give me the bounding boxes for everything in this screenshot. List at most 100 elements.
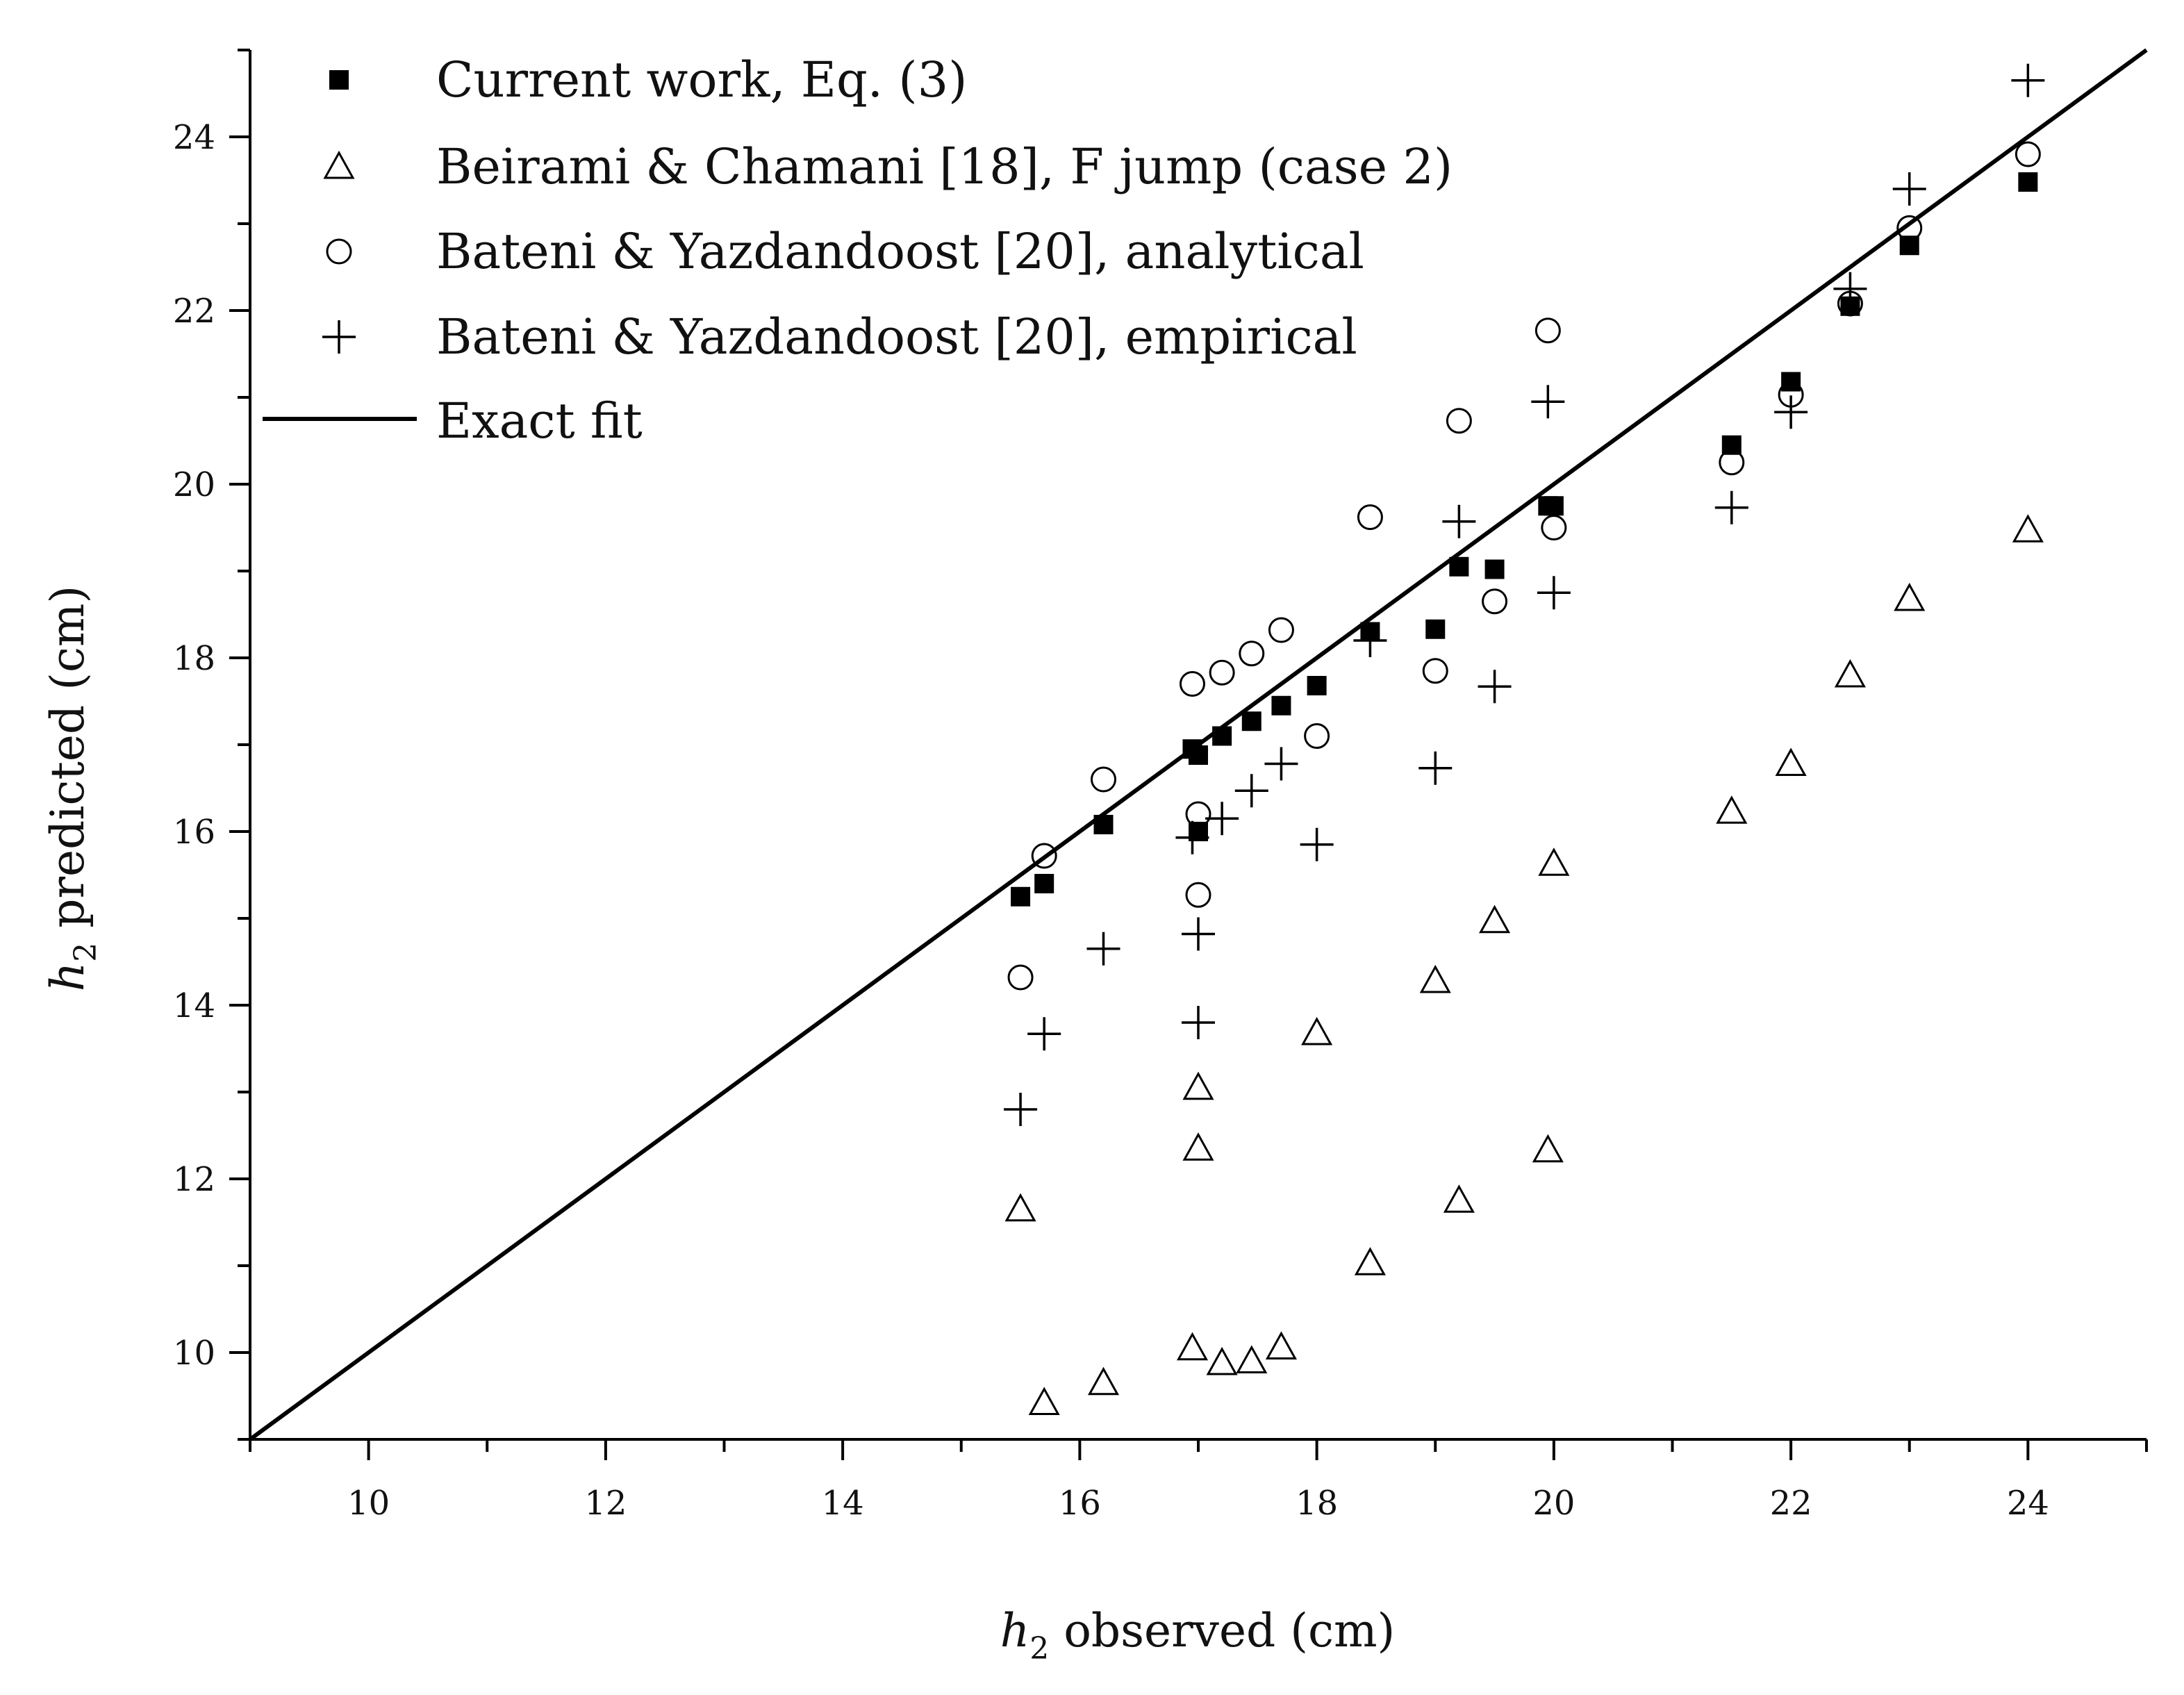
axes: 10 12 14 16 18 20 22 24 10 12 14 16 18 20 22 24	[173, 49, 2148, 1523]
data-point-open-triangle	[1087, 1366, 1120, 1396]
legend-label: Current work, Eq. (3)	[436, 51, 967, 108]
data-point-open-circle	[1007, 964, 1034, 991]
data-point-open-circle	[1179, 671, 1205, 697]
legend-marker-plus	[322, 320, 356, 354]
y-tick-label: 14	[173, 986, 215, 1025]
data-point-open-circle	[1091, 766, 1116, 793]
legend-marker-open-triangle	[323, 150, 355, 179]
data-point-filled-square	[1449, 556, 1469, 577]
y-tick-label: 20	[173, 465, 215, 504]
data-point-open-triangle	[1716, 795, 1748, 824]
data-point-plus	[1004, 1093, 1038, 1126]
legend-marker-filled-square	[329, 70, 349, 90]
data-point-filled-square	[1241, 711, 1261, 731]
legend-label: Beirami & Chamani [18], F jump (case 2)	[436, 138, 1453, 195]
series-open-triangle	[1004, 514, 2044, 1415]
data-point-filled-square	[1425, 619, 1446, 639]
legend: Current work, Eq. (3) Beirami & Chamani […	[263, 51, 1453, 449]
data-point-plus	[1537, 576, 1571, 610]
data-point-plus	[1531, 385, 1565, 419]
data-point-open-triangle	[1775, 747, 1807, 776]
data-point-open-triangle	[1532, 1134, 1564, 1163]
data-point-open-circle	[2015, 141, 2041, 167]
data-point-plus	[1774, 395, 1808, 429]
data-point-open-circle	[1422, 658, 1448, 684]
data-point-filled-square	[1212, 726, 1232, 746]
y-axis-title-sub: 2	[68, 943, 104, 962]
data-point-open-triangle	[1479, 904, 1511, 934]
data-point-plus	[1182, 917, 1215, 951]
legend-label: Bateni & Yazdandoost [20], empirical	[436, 308, 1357, 365]
x-tick-label: 24	[2007, 1484, 2049, 1523]
data-point-filled-square	[1271, 695, 1291, 716]
legend-label: Bateni & Yazdandoost [20], analytical	[436, 223, 1364, 280]
x-tick-label: 16	[1059, 1484, 1101, 1523]
data-point-open-circle	[1209, 659, 1235, 686]
x-axis-title-rest: observed (cm)	[1049, 1604, 1395, 1657]
data-point-open-triangle	[1894, 582, 1926, 611]
data-point-open-triangle	[1443, 1184, 1475, 1213]
data-point-plus	[1300, 827, 1334, 861]
series-filled-square	[1011, 172, 2038, 907]
x-tick-label: 10	[347, 1484, 390, 1523]
data-point-plus	[2011, 63, 2045, 97]
data-point-open-circle	[1541, 515, 1567, 540]
y-axis-title-var: h	[41, 962, 94, 992]
legend-label: Exact fit	[436, 392, 643, 449]
data-point-open-triangle	[1834, 659, 1866, 688]
data-point-open-triangle	[1182, 1132, 1214, 1161]
data-point-filled-square	[1899, 235, 1919, 256]
data-point-open-triangle	[1176, 1332, 1209, 1361]
data-point-plus	[1714, 490, 1748, 524]
x-axis-title-sub: 2	[1029, 1631, 1049, 1667]
data-point-open-circle	[1304, 723, 1330, 749]
data-point-filled-square	[1093, 815, 1114, 834]
y-axis-title: h2 predicted (cm)	[41, 586, 104, 992]
data-point-filled-square	[1484, 559, 1505, 579]
data-point-filled-square	[2018, 172, 2038, 192]
x-tick-label: 20	[1532, 1484, 1575, 1523]
y-tick-label: 18	[173, 639, 215, 678]
data-point-open-circle	[1482, 588, 1508, 615]
data-point-plus	[1027, 1017, 1061, 1051]
data-point-filled-square	[1011, 886, 1031, 907]
data-point-filled-square	[1034, 874, 1054, 893]
y-tick-label: 10	[173, 1334, 215, 1373]
x-tick-label: 12	[584, 1484, 627, 1523]
data-point-filled-square	[1307, 676, 1327, 695]
data-point-plus	[1442, 504, 1476, 538]
y-tick-label: 22	[173, 292, 215, 331]
data-marks	[249, 48, 2148, 1441]
data-point-open-circle	[1357, 504, 1383, 530]
x-tick-label: 18	[1296, 1484, 1338, 1523]
data-point-filled-square	[1189, 745, 1208, 765]
data-point-filled-square	[1781, 372, 1801, 392]
data-point-open-circle	[1185, 882, 1211, 908]
y-tick-label: 12	[173, 1160, 215, 1199]
data-point-filled-square	[1544, 496, 1564, 516]
data-point-filled-square	[1721, 435, 1742, 455]
data-point-open-triangle	[1182, 1071, 1214, 1100]
x-axis-title: h2 observed (cm)	[1000, 1604, 1396, 1667]
data-point-open-triangle	[1265, 1331, 1297, 1359]
data-point-plus	[1418, 751, 1453, 785]
y-tick-label: 16	[173, 813, 215, 852]
data-point-open-triangle	[1419, 964, 1451, 993]
data-point-open-circle	[1534, 317, 1561, 344]
data-point-plus	[1086, 932, 1120, 966]
y-tick-label: 24	[173, 118, 215, 157]
data-point-open-triangle	[1301, 1016, 1333, 1045]
data-point-open-circle	[1446, 408, 1472, 434]
data-point-plus	[1478, 670, 1512, 704]
x-tick-label: 22	[1770, 1484, 1812, 1523]
x-axis-title-var: h	[1000, 1604, 1030, 1657]
y-axis-title-rest: predicted (cm)	[41, 586, 94, 943]
data-point-open-triangle	[2012, 514, 2044, 543]
data-point-open-triangle	[1236, 1345, 1268, 1373]
data-point-filled-square	[1189, 822, 1208, 841]
data-point-open-triangle	[1004, 1193, 1036, 1222]
legend-marker-open-circle	[326, 238, 352, 265]
data-point-plus	[1234, 774, 1268, 808]
data-point-filled-square	[1360, 622, 1380, 642]
